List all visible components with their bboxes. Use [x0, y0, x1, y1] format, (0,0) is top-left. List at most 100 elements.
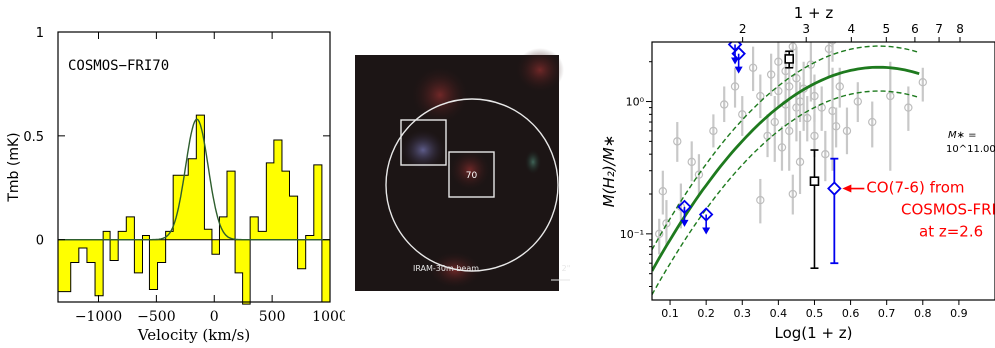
source-blob [450, 150, 490, 190]
source-blob [516, 48, 564, 92]
x-tick-label: 0.1 [661, 307, 679, 320]
scale-label: 2" [562, 264, 570, 273]
upper-limit-point [731, 46, 746, 61]
literature-point [868, 117, 877, 127]
annotation-text: CO(7-6) from [866, 179, 964, 197]
literature-point [784, 82, 794, 91]
literature-point [810, 131, 819, 141]
literature-point [756, 91, 765, 101]
gas-fraction-x-axis-label: Log(1 + z) [774, 324, 852, 342]
literature-point [709, 126, 718, 136]
spectrum-x-tick-label: 500 [259, 309, 286, 325]
literature-point [792, 74, 801, 83]
spectrum-fill [58, 115, 330, 305]
x-tick-label: 0.2 [697, 307, 715, 320]
literature-point [655, 229, 664, 239]
spectrum-x-axis-label: Velocity (km/s) [137, 326, 250, 344]
model-label-line: 10^11.00 M⊙ [946, 144, 995, 155]
literature-point [918, 78, 927, 87]
literature-point [694, 170, 704, 179]
spectrum-y-tick-label: 0.5 [23, 130, 44, 145]
beam-label: IRAM-30m beam [413, 264, 479, 273]
literature-point [662, 219, 671, 228]
x-tick-label: 0.9 [950, 307, 968, 320]
literature-point [828, 42, 837, 45]
co76-point [827, 181, 842, 196]
literature-point [774, 57, 783, 66]
source-blob [412, 67, 468, 123]
literature-point [810, 91, 819, 101]
literature-point [658, 187, 668, 196]
spectrum-chart: COSMOS−FRI70 −1000 −500 0 500 1000 0 0.5 1 Velo… [6, 26, 345, 344]
top-tick-label: 5 [882, 22, 890, 36]
spectrum-y-tick-label: 0 [36, 234, 44, 249]
spectrum-frame [57, 31, 331, 303]
top-tick-label: 4 [848, 22, 856, 36]
literature-point [777, 143, 787, 152]
literature-point [904, 103, 913, 112]
literature-point [803, 113, 812, 123]
annotation-text: COSMOS-FRI 70 [901, 201, 995, 219]
model-curve-upper [652, 45, 920, 251]
top-tick-label: 2 [739, 22, 747, 36]
upper-limit-arrowhead [680, 219, 689, 227]
spectrum-x-tick-label: 0 [210, 309, 219, 325]
literature-point [738, 110, 747, 119]
x-tick-label: 0.6 [842, 307, 860, 320]
literature-point [853, 97, 862, 106]
literature-point [748, 63, 758, 72]
x-tick-label: 0.3 [734, 307, 752, 320]
spectrum-source-label: COSMOS−FRI70 [68, 58, 169, 74]
top-tick-label: 8 [956, 22, 964, 36]
image-panel: 70 IRAM-30m beam 2" [345, 0, 570, 348]
spectrum-x-tick-label: −500 [137, 309, 175, 325]
spectrum-steps [58, 114, 330, 305]
literature-point [806, 60, 816, 69]
source-blob [401, 130, 445, 170]
model-label-line: M∗ = [948, 130, 977, 141]
model-curve [652, 65, 920, 272]
literature-point [687, 157, 696, 167]
spectrum-x-tick-label: −1000 [75, 309, 122, 325]
target-label: 70 [466, 171, 478, 181]
literature-point [774, 86, 783, 96]
literature-point [795, 157, 805, 167]
gaussian-fit [58, 118, 330, 241]
literature-point [730, 82, 740, 91]
gas-fraction-panel: 0.1 0.2 0.3 0.4 0.5 0.6 0.7 0.8 0.9 2 3 4 5 6 7 8 10⁻¹ 10… [570, 0, 995, 348]
x-tick-label: 0.4 [770, 307, 788, 320]
top-tick-label: 3 [802, 22, 810, 36]
companion-box [400, 119, 447, 166]
literature-point [835, 82, 844, 91]
spectrum-x-tick-label: 1000 [312, 309, 345, 325]
x-tick-label: 0.8 [914, 307, 932, 320]
literature-point [831, 122, 841, 131]
literature-point [842, 126, 852, 136]
literature-point [788, 189, 798, 199]
annotation-arrowhead [842, 184, 852, 193]
gas-fraction-chart: 0.1 0.2 0.3 0.4 0.5 0.6 0.7 0.8 0.9 2 3 4 5 6 7 8 10⁻¹ 10… [600, 4, 995, 342]
beam-circle [385, 98, 559, 272]
target-box [448, 151, 495, 198]
x-tick-label: 0.7 [878, 307, 896, 320]
spectrum-y-tick-label: 1 [36, 26, 44, 41]
x-tick-label: 0.5 [806, 307, 824, 320]
field-image: 70 IRAM-30m beam 2" [355, 48, 570, 291]
annotation-text: at z=2.6 [919, 223, 983, 241]
literature-point [770, 117, 779, 127]
top-tick-label: 7 [935, 22, 943, 36]
upper-limit-point [698, 207, 714, 222]
spectrum-panel: COSMOS−FRI70 −1000 −500 0 500 1000 0 0.5 1 Velo… [0, 0, 345, 348]
literature-point [756, 195, 765, 205]
gas-fraction-y-axis-label: M(H₂)/M∗ [600, 135, 618, 208]
model-label: M∗ = 10^11.00 M⊙ [946, 130, 995, 155]
upper-limit-arrowhead [702, 227, 711, 235]
literature-point [766, 70, 776, 79]
black-point [809, 176, 820, 186]
literature-point [673, 137, 682, 146]
literature-point [821, 149, 830, 159]
upper-limit-point [677, 199, 692, 215]
literature-point [720, 100, 729, 109]
spectrum-y-axis-label: Tmb (mK) [6, 132, 22, 202]
upper-limit-arrowhead [734, 66, 743, 74]
